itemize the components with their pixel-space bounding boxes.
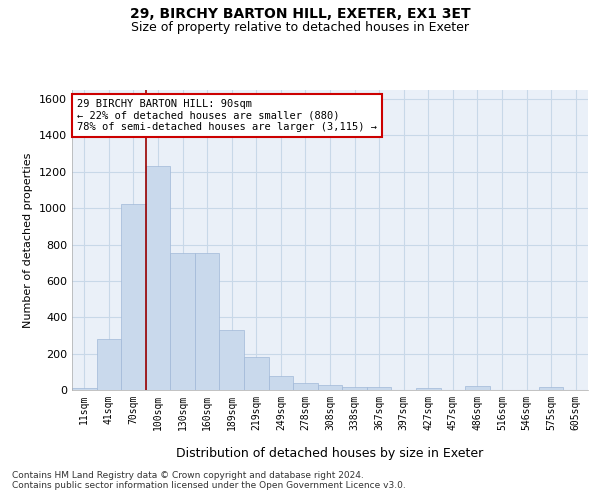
Text: Contains public sector information licensed under the Open Government Licence v3: Contains public sector information licen… [12,480,406,490]
Bar [293,382,318,390]
Text: 29 BIRCHY BARTON HILL: 90sqm
← 22% of detached houses are smaller (880)
78% of s: 29 BIRCHY BARTON HILL: 90sqm ← 22% of de… [77,99,377,132]
Bar [121,204,146,390]
Bar [146,166,170,390]
Bar [367,388,391,390]
Text: Distribution of detached houses by size in Exeter: Distribution of detached houses by size … [176,448,484,460]
Y-axis label: Number of detached properties: Number of detached properties [23,152,34,328]
Bar [97,339,121,390]
Bar [416,388,440,390]
Bar [244,358,269,390]
Bar [318,384,342,390]
Text: Contains HM Land Registry data © Crown copyright and database right 2024.: Contains HM Land Registry data © Crown c… [12,470,364,480]
Text: Size of property relative to detached houses in Exeter: Size of property relative to detached ho… [131,21,469,34]
Bar [342,388,367,390]
Bar [170,252,195,390]
Bar [195,252,220,390]
Bar [220,330,244,390]
Bar [465,386,490,390]
Bar [539,388,563,390]
Bar [72,388,97,390]
Bar [269,376,293,390]
Text: 29, BIRCHY BARTON HILL, EXETER, EX1 3ET: 29, BIRCHY BARTON HILL, EXETER, EX1 3ET [130,8,470,22]
